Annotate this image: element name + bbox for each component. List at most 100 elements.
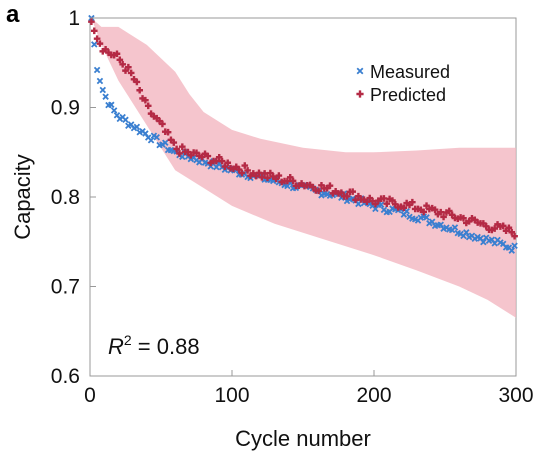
predicted-point bbox=[215, 153, 223, 161]
predicted-point bbox=[460, 214, 467, 222]
predicted-point bbox=[289, 177, 297, 185]
predicted-series bbox=[88, 18, 518, 240]
predicted-point bbox=[116, 56, 124, 64]
measured-point bbox=[153, 134, 160, 141]
measured-point bbox=[423, 214, 430, 221]
y-tick-label: 0.8 bbox=[51, 186, 80, 209]
measured-point bbox=[96, 77, 104, 85]
predicted-point bbox=[349, 188, 356, 195]
predicted-point bbox=[144, 102, 152, 110]
predicted-point bbox=[409, 198, 416, 206]
measured-point bbox=[110, 107, 118, 114]
predicted-point bbox=[511, 232, 518, 240]
predicted-point bbox=[159, 120, 166, 128]
predicted-point bbox=[88, 18, 95, 26]
predicted-point bbox=[244, 167, 251, 174]
predicted-point bbox=[380, 195, 388, 202]
predicted-point bbox=[119, 61, 126, 68]
predicted-point bbox=[241, 162, 249, 169]
predicted-point bbox=[284, 177, 291, 185]
predicted-point bbox=[315, 187, 322, 195]
x-tick-label: 0 bbox=[84, 384, 96, 407]
predicted-point bbox=[255, 169, 263, 177]
y-axis-label: Capacity bbox=[10, 154, 35, 240]
predicted-point bbox=[173, 145, 180, 153]
measured-point bbox=[480, 238, 487, 246]
predicted-point bbox=[96, 40, 104, 47]
predicted-point bbox=[275, 172, 283, 179]
predicted-point bbox=[482, 222, 490, 230]
legend-label-measured: Measured bbox=[370, 62, 450, 82]
r-squared-value: = 0.88 bbox=[132, 334, 200, 359]
y-tick-label: 1 bbox=[68, 7, 80, 30]
predicted-point bbox=[127, 69, 135, 77]
predicted-point bbox=[142, 96, 149, 104]
x-tick-label: 300 bbox=[498, 384, 533, 407]
predicted-point bbox=[338, 189, 345, 196]
predicted-point bbox=[326, 182, 334, 189]
x-axis-label: Cycle number bbox=[235, 426, 371, 451]
predicted-point bbox=[445, 207, 453, 215]
predicted-point bbox=[508, 228, 516, 236]
measured-point bbox=[93, 66, 101, 74]
y-tick-label: 0.7 bbox=[51, 276, 80, 299]
r-squared-sup: 2 bbox=[124, 332, 132, 348]
predicted-point bbox=[431, 206, 439, 213]
y-tick-label: 0.9 bbox=[51, 97, 80, 120]
r-squared-annotation: R2 = 0.88 bbox=[108, 332, 200, 359]
measured-point bbox=[451, 224, 459, 231]
x-tick-label: 200 bbox=[356, 384, 391, 407]
predicted-point bbox=[113, 50, 121, 58]
measured-point bbox=[511, 242, 518, 249]
panel-label: a bbox=[6, 1, 20, 28]
measured-point bbox=[102, 93, 109, 100]
predicted-point bbox=[286, 174, 294, 181]
predicted-point bbox=[213, 157, 220, 165]
x-axis: 0 100 200 300 bbox=[84, 370, 534, 407]
predicted-point bbox=[491, 225, 498, 232]
legend: Measured Predicted bbox=[356, 62, 450, 105]
predicted-point bbox=[352, 196, 359, 204]
measured-point bbox=[372, 205, 379, 213]
y-axis: 0.6 0.7 0.8 0.9 1 bbox=[51, 7, 96, 388]
r-squared-base: R bbox=[108, 334, 124, 359]
predicted-point bbox=[420, 208, 427, 216]
measured-point bbox=[428, 218, 436, 225]
predicted-point bbox=[218, 157, 226, 165]
predicted-point bbox=[363, 198, 371, 205]
legend-marker-measured bbox=[356, 67, 364, 75]
legend-marker-predicted-shape bbox=[356, 90, 364, 98]
predicted-point bbox=[125, 63, 132, 71]
predicted-point bbox=[400, 204, 408, 212]
predicted-point bbox=[164, 128, 172, 136]
predicted-point bbox=[221, 163, 229, 170]
measured-point bbox=[162, 139, 169, 146]
measured-point bbox=[147, 137, 155, 144]
predicted-point bbox=[389, 197, 396, 204]
predicted-point bbox=[238, 169, 246, 177]
predicted-point bbox=[264, 174, 271, 182]
measured-point bbox=[99, 86, 107, 94]
predicted-point bbox=[258, 174, 266, 181]
predicted-point bbox=[499, 222, 507, 230]
measured-point bbox=[463, 229, 470, 236]
predicted-point bbox=[224, 159, 232, 167]
measured-point bbox=[108, 101, 115, 109]
predicted-point bbox=[170, 139, 178, 146]
measured-point bbox=[508, 247, 515, 254]
predicted-point bbox=[176, 150, 183, 157]
predicted-point bbox=[133, 78, 141, 86]
x-tick-label: 100 bbox=[214, 384, 249, 407]
predicted-point bbox=[343, 193, 351, 200]
y-tick-label: 0.6 bbox=[51, 365, 80, 388]
predicted-point bbox=[204, 152, 212, 160]
legend-marker-measured-shape bbox=[356, 67, 364, 75]
legend-marker-predicted bbox=[356, 90, 364, 98]
predicted-point bbox=[93, 35, 101, 43]
predicted-point bbox=[261, 170, 268, 177]
measured-point bbox=[207, 163, 214, 170]
predicted-point bbox=[179, 143, 186, 150]
predicted-point bbox=[505, 224, 513, 232]
predicted-point bbox=[383, 200, 391, 208]
